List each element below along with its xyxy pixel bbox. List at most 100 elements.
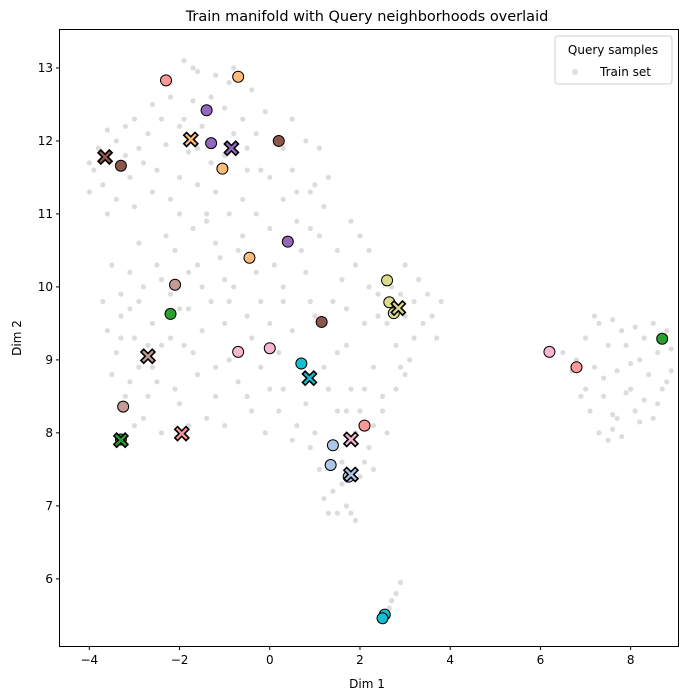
train-point [303,269,309,275]
train-point [258,298,264,305]
train-point [226,211,232,217]
train-point [334,510,341,516]
train-point [664,328,670,334]
train-point [280,196,286,202]
legend: Query samples Train set [554,35,673,85]
train-point [582,335,589,341]
neighbor-point [169,278,182,291]
train-point [176,401,183,407]
train-point [104,328,110,334]
neighbor-point [358,419,371,432]
y-tick-label: 12 [38,134,53,148]
train-point [312,182,318,188]
train-point [136,298,142,305]
x-tick-label: 4 [446,653,454,667]
train-point [614,415,620,421]
train-point [316,233,322,239]
train-point [393,590,399,597]
train-point [357,408,363,414]
train-point [185,269,192,275]
train-point [596,320,602,327]
train-point [181,342,187,348]
train-point [262,430,268,436]
train-point [222,422,228,429]
train-point [213,189,219,195]
train-point [249,335,255,341]
train-point [307,298,313,305]
train-point [646,371,652,378]
train-point [303,138,309,144]
query-sample-point [182,131,199,148]
train-point [127,174,133,181]
train-point [95,145,101,151]
train-point [199,123,205,129]
train-point [190,349,196,356]
neighbor-point [324,458,337,471]
train-point [244,393,250,399]
train-point [339,459,345,465]
train-point [158,430,165,436]
train-point [226,357,232,363]
train-point [361,386,368,392]
train-point [176,174,183,181]
train-point [231,284,237,290]
train-point [330,488,336,494]
train-point [231,131,237,137]
train-point [208,160,214,166]
query-sample-point [342,466,360,483]
train-point [578,393,584,399]
train-point [122,123,129,129]
train-point [339,277,345,283]
train-point [190,225,196,232]
train-point [244,145,250,151]
train-point [650,320,656,327]
neighbor-point [205,137,218,150]
train-point [307,444,313,451]
query-sample-point [390,299,407,317]
train-point [388,284,395,290]
train-point [253,131,259,137]
train-point [253,211,259,217]
train-point [397,364,404,370]
train-point [163,233,169,239]
train-point [149,101,156,108]
train-point [386,605,392,611]
train-point [213,72,219,78]
x-axis: −4 −2 0 2 4 6 8 [80,646,634,667]
train-point [235,247,241,254]
train-point [204,218,210,224]
train-point [375,313,381,319]
neighbor-point [263,342,276,355]
train-point [149,320,156,327]
query-sample-point [139,348,157,365]
train-point [258,364,264,370]
y-axis: 6 7 8 9 10 11 12 13 [38,61,60,586]
train-point [276,349,282,356]
train-point [343,503,350,509]
neighbor-point [326,439,339,452]
train-point [307,189,313,195]
train-point [127,379,133,385]
train-point [352,262,359,268]
train-point [181,58,187,64]
train-point [357,233,363,239]
train-point [650,415,656,421]
train-point [334,349,341,356]
train-point [303,401,309,407]
train-point [199,328,205,334]
neighbor-point [160,74,173,87]
train-point [217,255,223,261]
train-point [226,298,232,305]
train-point [659,386,665,392]
train-point [605,342,611,348]
train-point [213,240,219,246]
neighbor-point [376,612,389,625]
train-point [235,379,241,385]
neighbor-point [243,251,256,264]
train-point [312,430,318,436]
train-point [109,262,115,268]
train-point [204,415,210,421]
train-point [438,298,444,305]
train-point [641,397,647,403]
train-point [289,167,295,173]
